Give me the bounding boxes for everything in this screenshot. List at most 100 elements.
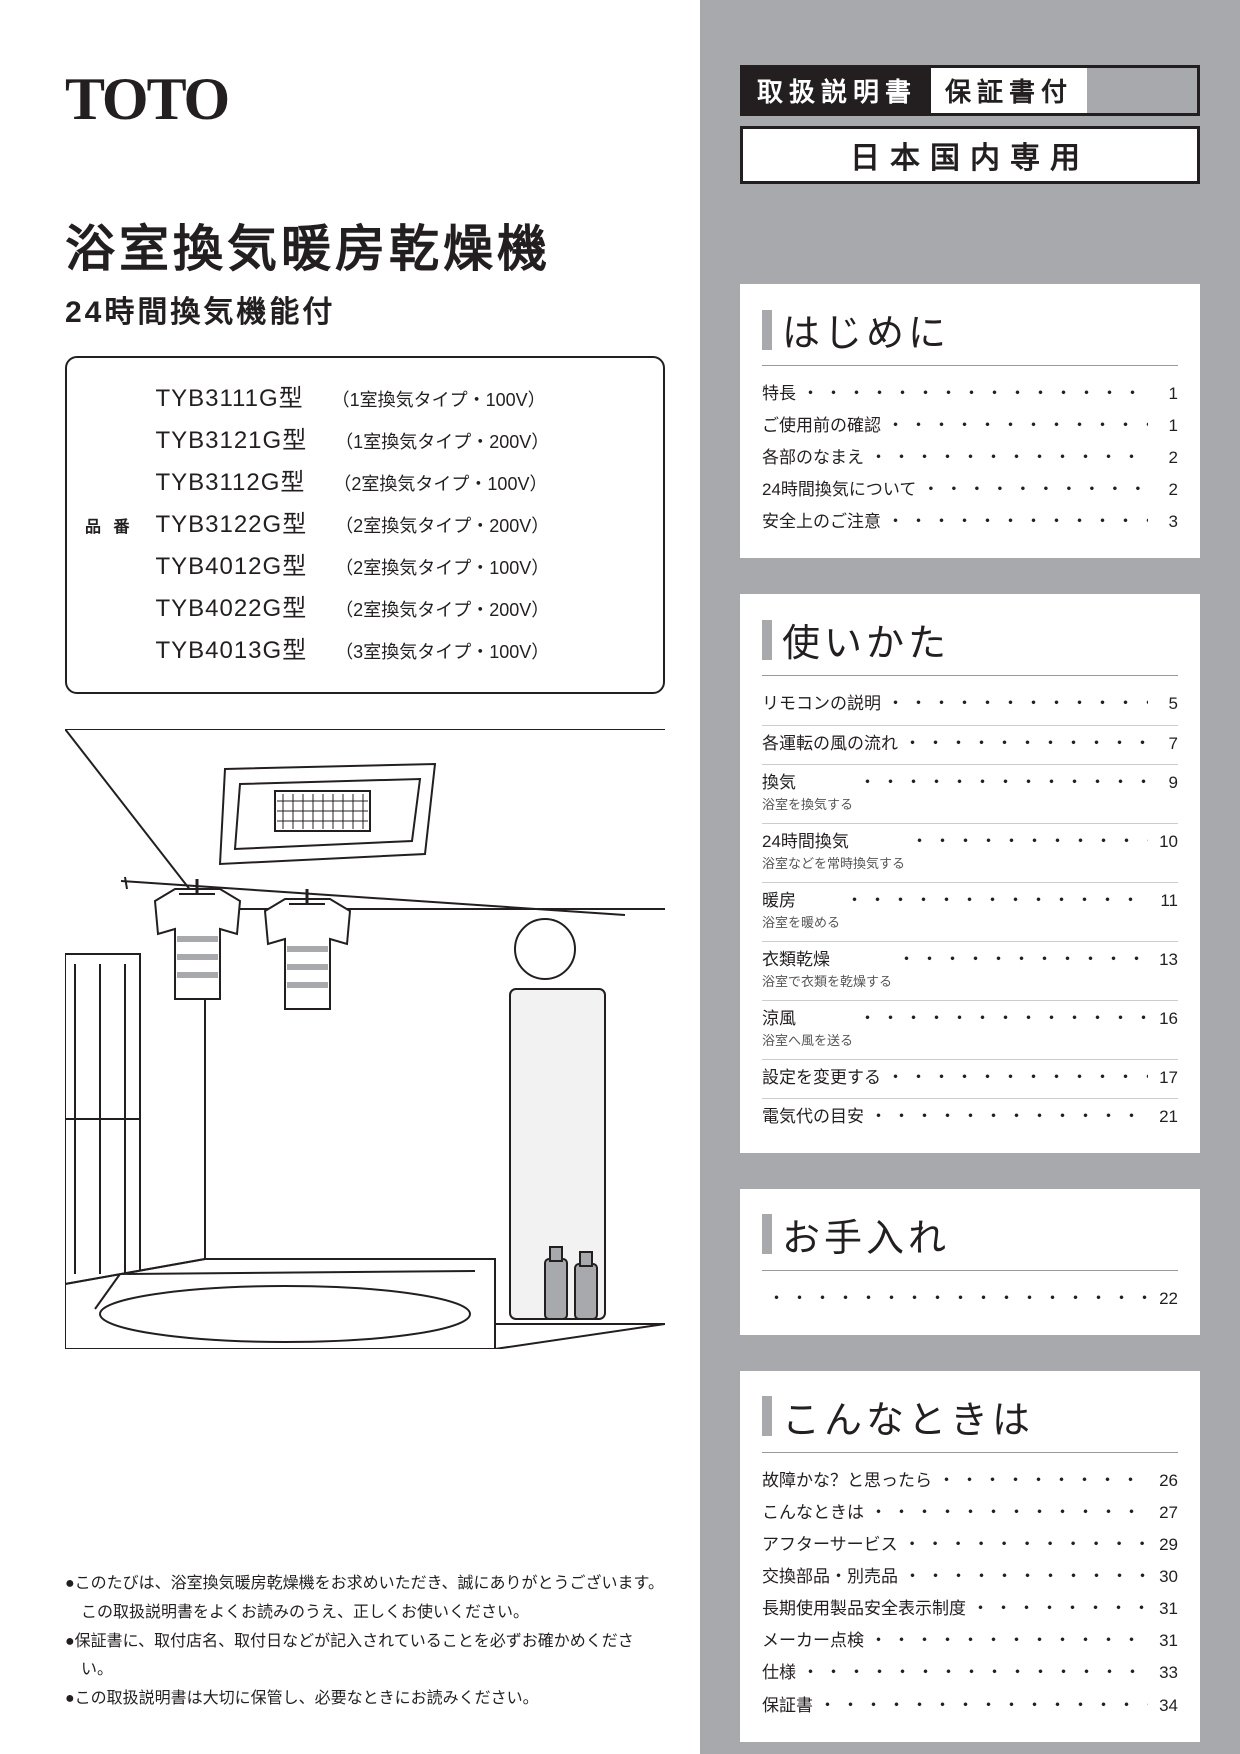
toc-item: ・・・・・・・・・・・・・・・・・・・22: [762, 1283, 1178, 1315]
toc-item: こんなときは・・・・・・・・・・・・・・・・・・・27: [762, 1497, 1178, 1529]
toc-item: ご使用前の確認・・・・・・・・・・・・・・・・・・・1: [762, 410, 1178, 442]
model-desc: （2室換気タイプ・200V）: [335, 511, 549, 543]
toc-item-sub: 浴室で衣類を乾燥する: [762, 974, 892, 991]
toc-item-title: 長期使用製品安全表示制度: [762, 1598, 966, 1620]
toc-heading: 使いかた: [762, 612, 1178, 676]
toc-item-sub: 浴室へ風を送る: [762, 1033, 853, 1050]
toc-item: 各部のなまえ・・・・・・・・・・・・・・・・・・・2: [762, 442, 1178, 474]
toc-item: 暖房浴室を暖める・・・・・・・・・・・・・・・・・・・11: [762, 885, 1178, 942]
badge-warranty: 保証書付: [931, 68, 1087, 113]
model-desc: （1室換気タイプ・200V）: [335, 427, 549, 459]
toc-item: 24時間換気について・・・・・・・・・・・・・・・・・・・2: [762, 474, 1178, 506]
toc-item-sub: 浴室を暖める: [762, 915, 840, 932]
toc-item: 涼風浴室へ風を送る・・・・・・・・・・・・・・・・・・・16: [762, 1003, 1178, 1060]
toc-item: 保証書・・・・・・・・・・・・・・・・・・・34: [762, 1690, 1178, 1722]
note-line: ●この取扱説明書は大切に保管し、必要なときにお読みください。: [65, 1685, 665, 1714]
model-number: TYB3111G型: [155, 378, 303, 420]
toc-heading-text: こんなときは: [782, 1389, 1034, 1444]
toc-dots: ・・・・・・・・・・・・・・・・・・・: [853, 772, 1148, 794]
model-number: TYB4013G型: [155, 630, 307, 672]
toc-heading-bar: [762, 1396, 772, 1436]
toc-page: 30: [1148, 1566, 1178, 1588]
toc-item: 設定を変更する・・・・・・・・・・・・・・・・・・・17: [762, 1062, 1178, 1099]
brand-logo: TOTO: [65, 65, 665, 134]
toc-item-title: メーカー点検: [762, 1630, 864, 1652]
toc-page: 17: [1148, 1067, 1178, 1089]
domestic-only: 日本国内専用: [740, 126, 1200, 184]
toc-item: リモコンの説明・・・・・・・・・・・・・・・・・・・5: [762, 688, 1178, 725]
toc-page: 3: [1148, 511, 1178, 533]
toc-dots: ・・・・・・・・・・・・・・・・・・・: [881, 511, 1148, 533]
doc-badges: 取扱説明書 保証書付: [740, 65, 1200, 116]
toc-item-title: こんなときは: [762, 1502, 864, 1524]
toc-dots: ・・・・・・・・・・・・・・・・・・・: [881, 1067, 1148, 1089]
model-row: TYB4012G型 （2室換気タイプ・100V）: [155, 546, 641, 588]
toc-item: 長期使用製品安全表示制度・・・・・・・・・・・・・・・・・・・31: [762, 1593, 1178, 1625]
toc-page: 13: [1148, 949, 1178, 971]
model-number: TYB4012G型: [155, 546, 307, 588]
bathroom-illustration: [65, 729, 665, 1349]
badge-manual: 取扱説明書: [743, 68, 931, 113]
model-number: TYB3122G型: [155, 504, 307, 546]
toc-item-title: 涼風: [762, 1008, 853, 1030]
toc-item: 衣類乾燥浴室で衣類を乾燥する・・・・・・・・・・・・・・・・・・・13: [762, 944, 1178, 1001]
toc-dots: ・・・・・・・・・・・・・・・・・・・: [881, 693, 1148, 715]
toc-item: 各運転の風の流れ・・・・・・・・・・・・・・・・・・・7: [762, 728, 1178, 765]
toc-section: 使いかたリモコンの説明・・・・・・・・・・・・・・・・・・・5各運転の風の流れ・…: [740, 594, 1200, 1152]
toc-item-title: 交換部品・別売品: [762, 1566, 898, 1588]
toc-item: 24時間換気浴室などを常時換気する・・・・・・・・・・・・・・・・・・・10: [762, 826, 1178, 883]
model-row: TYB3121G型 （1室換気タイプ・200V）: [155, 420, 641, 462]
toc-item-title: 電気代の目安: [762, 1106, 864, 1128]
model-box: 品 番 TYB3111G型 （1室換気タイプ・100V） TYB3121G型 （1室換…: [65, 356, 665, 694]
model-label: 品 番: [85, 513, 133, 537]
toc-dots: ・・・・・・・・・・・・・・・・・・・: [916, 479, 1148, 501]
toc-item-title: 各部のなまえ: [762, 447, 864, 469]
model-row: TYB3112G型（2室換気タイプ・100V）: [155, 462, 641, 504]
model-desc: （2室換気タイプ・200V）: [335, 595, 549, 627]
model-row: TYB3111G型 （1室換気タイプ・100V）: [155, 378, 641, 420]
sidebar: 取扱説明書 保証書付 日本国内専用 はじめに特長・・・・・・・・・・・・・・・・…: [700, 0, 1240, 1754]
model-desc: （1室換気タイプ・100V）: [332, 385, 546, 417]
toc-item-title: 仕様: [762, 1662, 796, 1684]
toc-page: 22: [1148, 1288, 1178, 1310]
toc-item-title: 特長: [762, 383, 796, 405]
toc-dots: ・・・・・・・・・・・・・・・・・・・: [864, 1106, 1148, 1128]
toc-item: 故障かな？と思ったら・・・・・・・・・・・・・・・・・・・26: [762, 1465, 1178, 1497]
toc-dots: ・・・・・・・・・・・・・・・・・・・: [898, 733, 1148, 755]
toc-item: 仕様・・・・・・・・・・・・・・・・・・・33: [762, 1657, 1178, 1689]
model-desc: （3室換気タイプ・100V）: [335, 637, 549, 669]
model-desc: （2室換気タイプ・100V）: [335, 553, 549, 585]
toc-item-title: 安全上のご注意: [762, 511, 881, 533]
toc-item-title: 設定を変更する: [762, 1067, 881, 1089]
toc-page: 7: [1148, 733, 1178, 755]
model-row: TYB4013G型 （3室換気タイプ・100V）: [155, 630, 641, 672]
note-line: ●保証書に、取付店名、取付日などが記入されていることを必ずお確かめください。: [65, 1628, 665, 1686]
toc-heading-bar: [762, 1214, 772, 1254]
toc-heading-text: 使いかた: [782, 612, 950, 667]
model-number: TYB3121G型: [155, 420, 307, 462]
toc-item: 特長・・・・・・・・・・・・・・・・・・・1: [762, 378, 1178, 410]
model-row: TYB3122G型 （2室換気タイプ・200V）: [155, 504, 641, 546]
toc-item-title: 故障かな？と思ったら: [762, 1470, 932, 1492]
toc-dots: ・・・・・・・・・・・・・・・・・・・: [864, 447, 1148, 469]
toc-item: 換気浴室を換気する・・・・・・・・・・・・・・・・・・・9: [762, 767, 1178, 824]
toc-dots: ・・・・・・・・・・・・・・・・・・・: [892, 949, 1148, 971]
toc-item-title: アフターサービス: [762, 1534, 898, 1556]
toc-item-title: ご使用前の確認: [762, 415, 881, 437]
toc-dots: ・・・・・・・・・・・・・・・・・・・: [840, 890, 1148, 912]
model-list: TYB3111G型 （1室換気タイプ・100V） TYB3121G型 （1室換気タイプ…: [155, 378, 641, 672]
toc-item-sub: 浴室などを常時換気する: [762, 856, 905, 873]
toc-page: 33: [1148, 1662, 1178, 1684]
toc-page: 11: [1148, 890, 1178, 912]
toc-page: 34: [1148, 1695, 1178, 1717]
toc-page: 27: [1148, 1502, 1178, 1524]
toc-dots: ・・・・・・・・・・・・・・・・・・・: [881, 415, 1148, 437]
toc-item-title: 換気: [762, 772, 853, 794]
notes: ●このたびは、浴室換気暖房乾燥機をお求めいただき、誠にありがとうございます。この…: [65, 1570, 665, 1714]
toc-section: お手入れ・・・・・・・・・・・・・・・・・・・22: [740, 1189, 1200, 1335]
toc-page: 26: [1148, 1470, 1178, 1492]
toc-item-title: 衣類乾燥: [762, 949, 892, 971]
toc-page: 5: [1148, 693, 1178, 715]
toc-dots: ・・・・・・・・・・・・・・・・・・・: [932, 1470, 1148, 1492]
toc-item-title: 保証書: [762, 1695, 813, 1717]
